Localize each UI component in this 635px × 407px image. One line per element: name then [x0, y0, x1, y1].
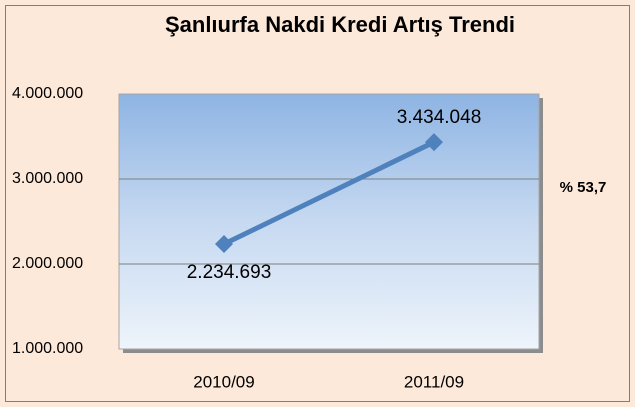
- marker: [215, 235, 233, 254]
- data-label: 2.234.693: [187, 262, 272, 283]
- y-tick-label: 3.000.000: [12, 170, 83, 187]
- x-tick-label: 2010/09: [193, 372, 254, 391]
- chart-border: [5, 5, 630, 402]
- annotation: % 53,7: [560, 179, 607, 196]
- plot-area: [118, 93, 540, 350]
- y-tick-label: 4.000.000: [12, 85, 83, 102]
- marker: [425, 133, 443, 152]
- chart-title: Şanlıurfa Nakdi Kredi Artış Trendi: [165, 12, 515, 37]
- x-tick-label: 2011/09: [404, 372, 464, 391]
- y-tick-label: 1.000.000: [12, 340, 83, 357]
- y-tick-label: 2.000.000: [12, 255, 83, 272]
- series-line: [222, 139, 436, 247]
- data-label: 3.434.048: [397, 107, 482, 128]
